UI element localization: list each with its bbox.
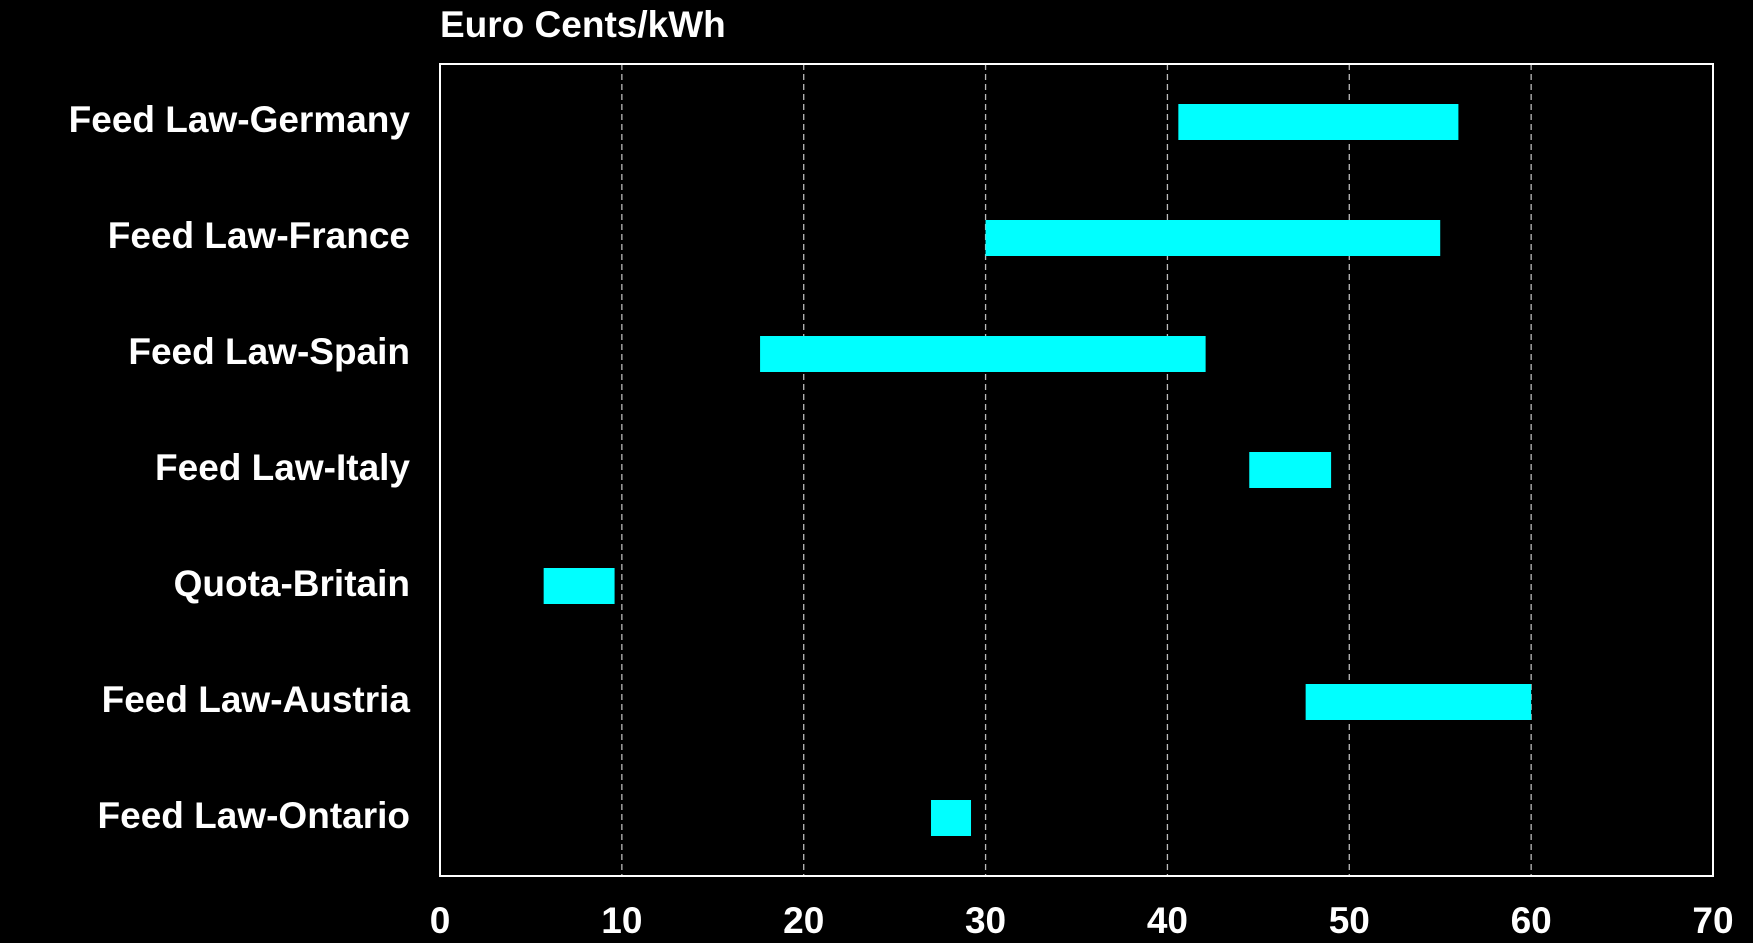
x-tick-label: 40 bbox=[1147, 900, 1188, 941]
x-tick-label: 60 bbox=[1511, 900, 1552, 941]
y-tick-label: Feed Law-France bbox=[108, 215, 410, 256]
y-tick-label: Feed Law-Austria bbox=[102, 679, 411, 720]
x-tick-label: 50 bbox=[1329, 900, 1370, 941]
bar bbox=[985, 220, 1441, 256]
bar bbox=[543, 568, 615, 604]
y-tick-label: Feed Law-Germany bbox=[69, 99, 411, 140]
y-tick-label: Feed Law-Spain bbox=[128, 331, 410, 372]
bar bbox=[1249, 452, 1332, 488]
bar bbox=[1178, 104, 1459, 140]
x-tick-label: 30 bbox=[965, 900, 1006, 941]
y-tick-label: Quota-Britain bbox=[174, 563, 410, 604]
chart-title: Euro Cents/kWh bbox=[440, 4, 726, 45]
x-tick-label: 20 bbox=[783, 900, 824, 941]
x-tick-label: 0 bbox=[430, 900, 451, 941]
plot-border bbox=[439, 63, 1714, 877]
x-tick-label: 70 bbox=[1692, 900, 1733, 941]
y-tick-label: Feed Law-Ontario bbox=[98, 795, 410, 836]
y-tick-label: Feed Law-Italy bbox=[155, 447, 410, 488]
bar bbox=[1305, 684, 1532, 720]
bar bbox=[931, 800, 972, 836]
bar bbox=[760, 336, 1206, 372]
x-tick-label: 10 bbox=[601, 900, 642, 941]
